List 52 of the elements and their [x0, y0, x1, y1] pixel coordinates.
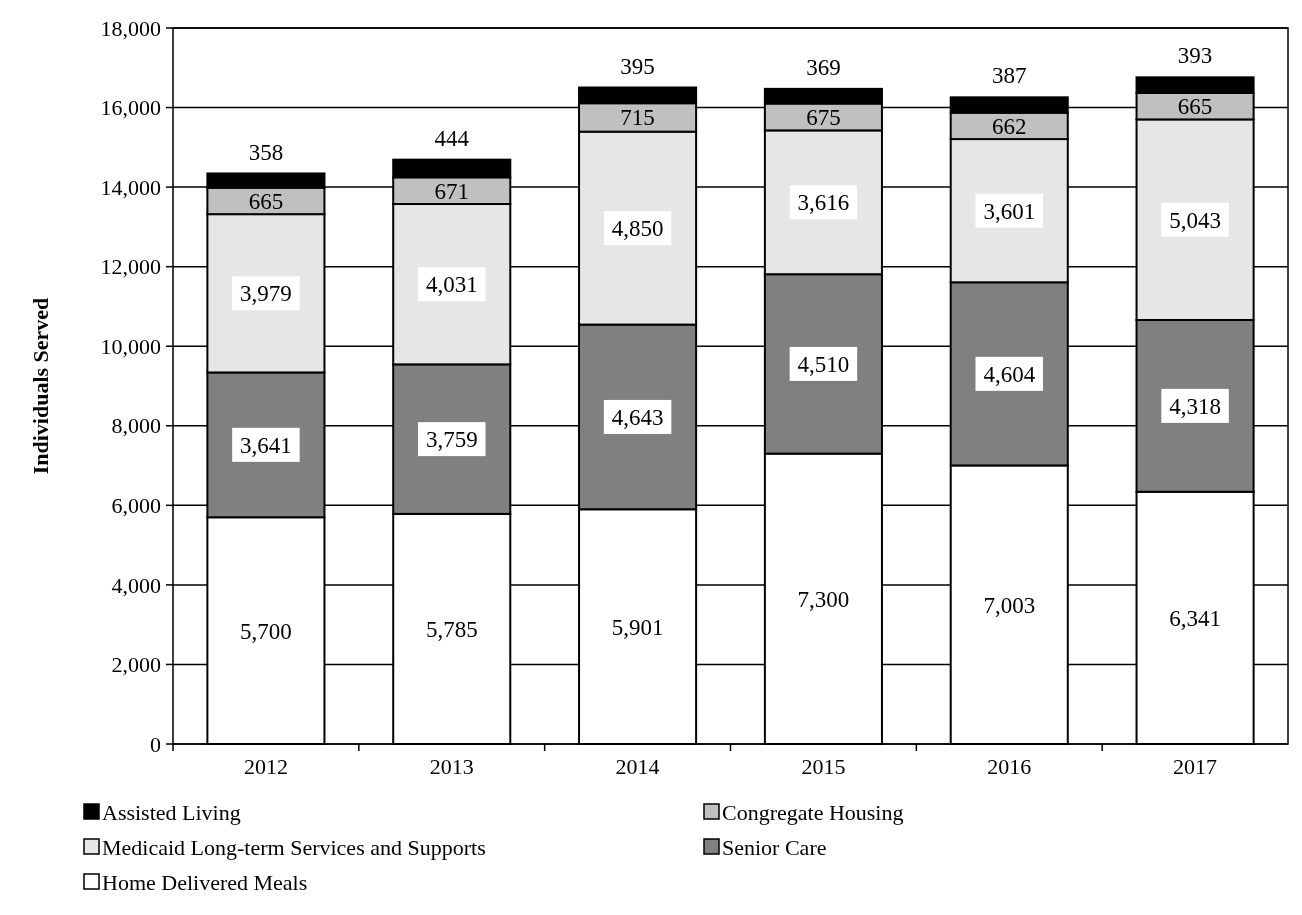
data-label: 358 — [248, 139, 284, 165]
data-label: 7,300 — [797, 586, 850, 612]
x-tick-label: 2017 — [1173, 754, 1218, 779]
x-tick-label: 2014 — [615, 754, 660, 779]
data-label: 4,318 — [1169, 393, 1221, 419]
data-label: 3,601 — [983, 198, 1036, 224]
data-label: 7,003 — [983, 592, 1036, 618]
y-tick-label: 18,000 — [100, 15, 161, 41]
data-label: 444 — [434, 125, 470, 151]
x-tick-label: 2013 — [429, 754, 474, 779]
data-label: 393 — [1177, 43, 1213, 69]
y-tick-label: 4,000 — [111, 572, 161, 598]
y-axis-title: Individuals Served — [28, 297, 53, 475]
data-label: 5,700 — [240, 618, 292, 644]
data-label: 665 — [1177, 94, 1213, 120]
data-label: 4,850 — [611, 216, 664, 242]
legend-label: Home Delivered Meals — [102, 869, 308, 895]
data-label: 675 — [806, 105, 841, 131]
legend-label: Medicaid Long-term Services and Supports — [102, 834, 486, 860]
data-label: 3,759 — [425, 427, 478, 453]
data-label: 671 — [434, 178, 469, 204]
data-label: 3,979 — [240, 281, 292, 307]
data-label: 5,785 — [425, 616, 478, 642]
data-label: 5,043 — [1169, 207, 1221, 233]
data-label: 4,604 — [983, 361, 1036, 387]
x-tick-label: 2016 — [987, 754, 1032, 779]
data-label: 395 — [620, 53, 655, 79]
y-tick-label: 0 — [150, 731, 161, 757]
y-tick-label: 6,000 — [111, 493, 161, 519]
legend-label: Assisted Living — [102, 799, 241, 825]
y-tick-label: 2,000 — [111, 652, 161, 678]
data-label: 4,643 — [611, 404, 664, 430]
data-label: 4,031 — [425, 272, 478, 298]
data-label: 662 — [992, 113, 1027, 139]
data-label: 387 — [992, 63, 1027, 89]
y-tick-label: 16,000 — [100, 95, 161, 121]
y-tick-label: 12,000 — [100, 254, 161, 280]
y-tick-label: 14,000 — [100, 174, 161, 200]
data-label: 4,510 — [797, 351, 850, 377]
data-label: 5,901 — [611, 614, 664, 640]
data-label: 665 — [248, 188, 284, 214]
y-tick-label: 10,000 — [100, 333, 161, 359]
x-tick-label: 2015 — [801, 754, 846, 779]
data-label: 369 — [806, 54, 841, 80]
data-label: 6,341 — [1169, 605, 1221, 631]
data-label: 715 — [620, 105, 655, 131]
x-tick-label: 2012 — [243, 754, 288, 779]
legend-label: Congregate Housing — [722, 799, 904, 825]
data-label: 3,641 — [240, 432, 292, 458]
data-label: 3,616 — [797, 190, 850, 216]
y-tick-label: 8,000 — [111, 413, 161, 439]
legend-label: Senior Care — [722, 834, 827, 860]
